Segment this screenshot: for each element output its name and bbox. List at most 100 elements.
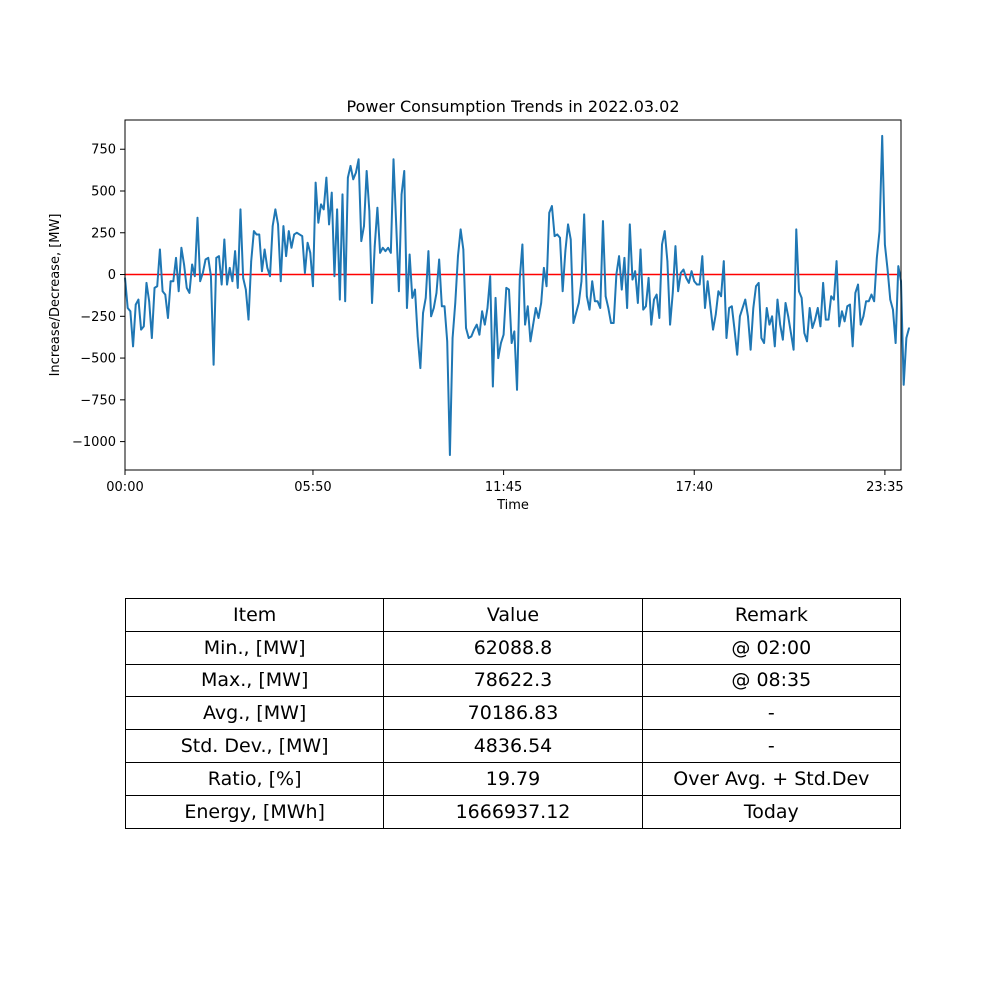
table-cell-value: 4836.54 (383, 729, 643, 763)
data-point (462, 248, 465, 251)
data-point (191, 263, 193, 266)
y-tick-label: 250 (91, 226, 116, 241)
data-point (774, 345, 776, 348)
data-point (535, 307, 537, 309)
data-point (239, 208, 242, 211)
table-header-row: Item Value Remark (124, 598, 902, 632)
data-point (610, 322, 612, 324)
data-point (803, 332, 806, 334)
data-point (223, 238, 226, 241)
data-point (167, 317, 169, 319)
data-point (271, 225, 274, 227)
data-point (671, 292, 674, 294)
data-point (470, 335, 473, 338)
data-point (782, 338, 784, 341)
data-point (685, 277, 687, 279)
y-tick-label: −250 (80, 310, 116, 325)
data-point (134, 303, 137, 306)
table-cell-item: Ratio, [%] (124, 761, 385, 796)
data-point (207, 257, 210, 259)
data-point (908, 327, 910, 329)
data-point (465, 327, 467, 329)
data-point (631, 278, 634, 281)
data-point (859, 323, 862, 326)
data-point (599, 307, 602, 309)
data-point (320, 203, 322, 206)
data-point (129, 310, 132, 313)
table-cell-item: Energy, [MWh] (124, 794, 385, 829)
data-point (784, 302, 787, 304)
table-cell-remark: - (641, 729, 902, 763)
data-point (779, 323, 781, 326)
data-point (347, 176, 349, 179)
data-point (551, 205, 553, 207)
data-point (446, 340, 449, 343)
data-point (406, 307, 408, 309)
data-point (575, 312, 577, 314)
data-point (492, 385, 494, 388)
data-point (432, 307, 435, 309)
table-cell-item: Avg., [MW] (124, 696, 385, 731)
data-point (312, 285, 314, 288)
data-point (188, 292, 191, 294)
data-point (849, 303, 851, 306)
data-point (650, 323, 653, 326)
data-point (500, 342, 502, 344)
data-point (682, 268, 685, 271)
data-point (808, 307, 811, 309)
table-cell-remark: @ 02:00 (641, 630, 902, 665)
data-point (706, 280, 709, 283)
data-point (137, 298, 140, 301)
data-point (669, 323, 671, 326)
data-point (177, 290, 180, 293)
data-point (309, 252, 312, 254)
data-point (398, 290, 400, 293)
table-row: Energy, [MWh] 1666937.12 Today (124, 794, 902, 829)
data-point (886, 268, 889, 271)
data-point (285, 255, 287, 257)
table-cell-value: 62088.8 (383, 630, 643, 665)
data-point (475, 323, 478, 326)
data-point (825, 318, 827, 321)
data-point (296, 231, 298, 234)
data-point (454, 302, 457, 304)
data-point (637, 302, 639, 304)
data-point (749, 348, 752, 351)
data-point (202, 272, 204, 274)
data-point (290, 247, 293, 249)
data-point (478, 333, 481, 336)
data-point (620, 288, 623, 291)
data-point (763, 342, 765, 344)
data-point (247, 318, 250, 321)
data-point (688, 282, 690, 284)
data-point (365, 170, 368, 172)
table-header-cell: Value (383, 598, 643, 632)
statistics-table: Item Value Remark Min., [MW] 62088.8 @ 0… (124, 598, 902, 829)
data-point (892, 308, 894, 311)
data-point (741, 307, 744, 309)
data-point (731, 305, 733, 308)
data-point (572, 322, 575, 324)
data-point (529, 340, 532, 343)
data-point (666, 260, 669, 262)
data-point (725, 337, 728, 339)
data-point (381, 247, 384, 249)
y-axis-label: Increase/Decrease, [MW] (48, 214, 63, 377)
data-point (629, 223, 631, 226)
data-point (639, 248, 642, 251)
data-point (151, 337, 153, 339)
data-point (739, 315, 741, 318)
data-point (851, 345, 854, 348)
data-point (854, 292, 857, 294)
chart-title: Power Consumption Trends in 2022.03.02 (346, 97, 679, 116)
data-point (513, 330, 516, 333)
x-tick-label: 23:35 (866, 480, 903, 495)
data-point (838, 325, 841, 328)
data-point (658, 317, 661, 319)
data-point (755, 285, 757, 288)
data-point (857, 283, 859, 286)
data-point (594, 300, 596, 303)
data-point (287, 230, 290, 232)
data-point (510, 342, 513, 344)
data-point (484, 323, 486, 326)
